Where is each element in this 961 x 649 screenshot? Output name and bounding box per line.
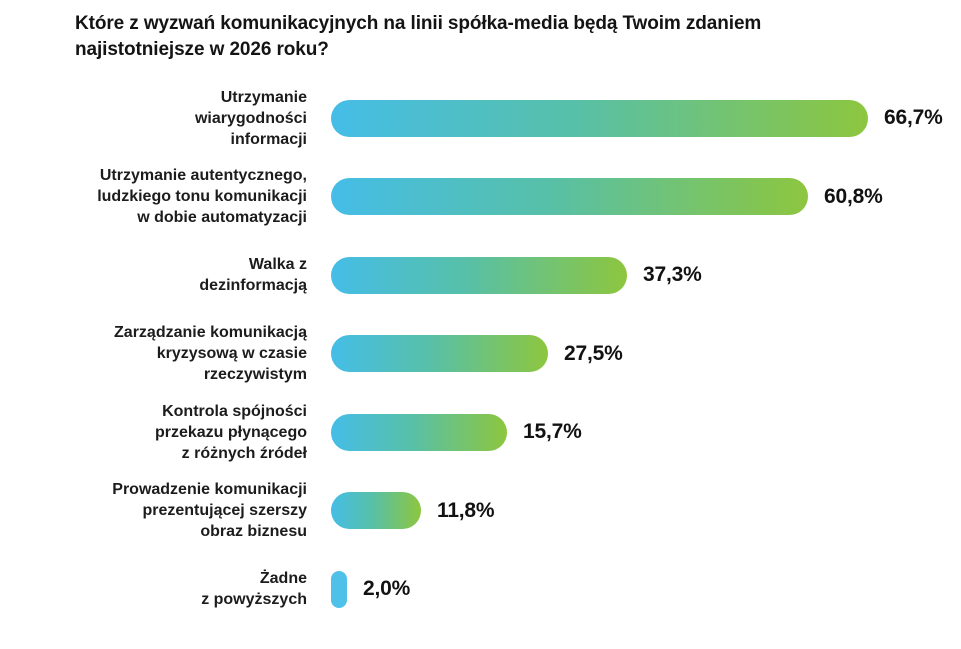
bar — [331, 256, 627, 294]
bar-zone: 37,3% — [331, 256, 702, 294]
value-label: 11,8% — [437, 498, 495, 522]
chart-row: Prowadzenie komunikacji prezentującej sz… — [0, 472, 961, 551]
bar — [331, 99, 868, 137]
bar-label: Walka z dezinformacją — [199, 256, 307, 295]
bar — [331, 492, 421, 530]
chart-title: Które z wyzwań komunikacyjnych na linii … — [75, 13, 762, 60]
bar-label: Utrzymanie autentycznego, ludzkiego tonu… — [97, 167, 307, 227]
bar-label: Zarządzanie komunikacją kryzysową w czas… — [114, 324, 307, 384]
bar — [331, 413, 507, 451]
value-label: 2,0% — [363, 577, 411, 601]
bar-label: Prowadzenie komunikacji prezentującej sz… — [112, 481, 307, 541]
chart-row: Walka z dezinformacją 37,3% — [0, 236, 961, 315]
value-label: 27,5% — [564, 341, 623, 365]
bar-zone: 60,8% — [331, 178, 883, 216]
bar-zone: 11,8% — [331, 492, 495, 530]
bar — [331, 335, 548, 373]
value-label: 66,7% — [884, 106, 943, 130]
chart-row: Kontrola spójności przekazu płynącego z … — [0, 393, 961, 472]
value-label: 37,3% — [643, 263, 702, 287]
chart-row: Zarządzanie komunikacją kryzysową w czas… — [0, 315, 961, 394]
value-label: 15,7% — [523, 420, 582, 444]
chart-row: Żadne z powyższych 2,0% — [0, 550, 961, 629]
chart-row: Utrzymanie autentycznego, ludzkiego tonu… — [0, 158, 961, 237]
bar-zone: 66,7% — [331, 99, 943, 137]
bar-zone: 27,5% — [331, 335, 623, 373]
bar — [331, 570, 347, 608]
bar-chart: Utrzymanie wiarygodności informacji 66,7%… — [0, 79, 961, 629]
bar-zone: 15,7% — [331, 413, 582, 451]
bar-zone: 2,0% — [331, 570, 411, 608]
bar-label: Utrzymanie wiarygodności informacji — [194, 88, 307, 148]
bar-label: Żadne z powyższych — [201, 570, 307, 609]
chart-row: Utrzymanie wiarygodności informacji 66,7% — [0, 79, 961, 158]
bar-label: Kontrola spójności przekazu płynącego z … — [154, 402, 307, 462]
value-label: 60,8% — [824, 184, 883, 208]
bar — [331, 178, 808, 216]
